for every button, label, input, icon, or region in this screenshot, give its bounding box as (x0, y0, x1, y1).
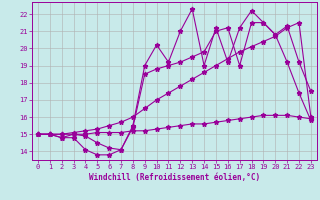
X-axis label: Windchill (Refroidissement éolien,°C): Windchill (Refroidissement éolien,°C) (89, 173, 260, 182)
